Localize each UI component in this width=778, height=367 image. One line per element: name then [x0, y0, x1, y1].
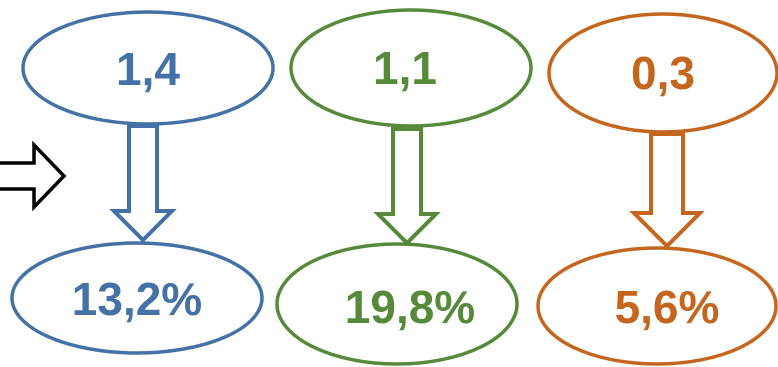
bottom-ellipse-3: [536, 246, 778, 366]
down-arrow-icon: [373, 127, 441, 246]
bottom-ellipse-1: [10, 241, 264, 355]
column-3: 0,3 5,6%: [536, 12, 778, 366]
right-arrow-icon: [0, 140, 67, 212]
top-value-3: 0,3: [631, 47, 695, 99]
bottom-ellipse-2: [275, 242, 519, 366]
top-value-2: 1,1: [373, 42, 437, 94]
column-2: 1,1 19,8%: [275, 8, 533, 366]
bottom-value-2: 19,8%: [345, 281, 475, 333]
bottom-value-3: 5,6%: [615, 281, 720, 333]
bottom-value-1: 13,2%: [72, 273, 202, 325]
down-arrow-icon: [109, 124, 177, 243]
column-1: 1,4 13,2%: [10, 10, 275, 355]
down-arrow-icon: [629, 132, 705, 249]
top-ellipse-2: [289, 8, 533, 128]
top-value-1: 1,4: [116, 43, 180, 95]
